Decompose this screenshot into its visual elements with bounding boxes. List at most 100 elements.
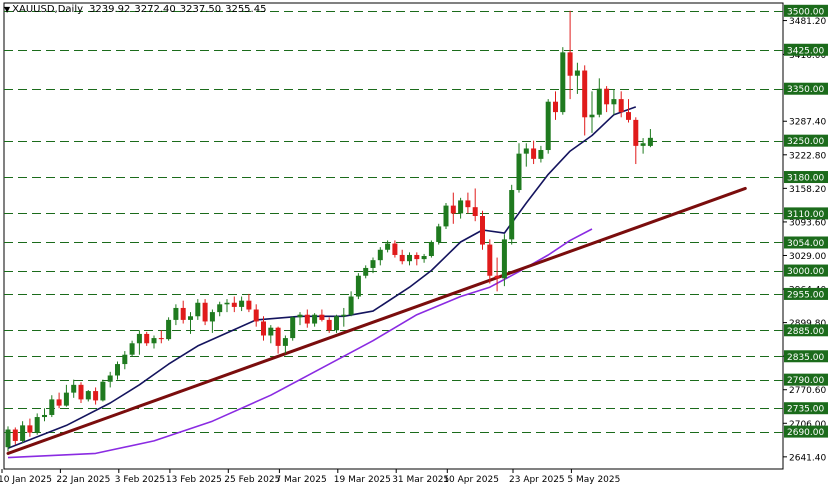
candle-body: [49, 399, 55, 415]
candle-body: [334, 316, 339, 331]
candle-body: [275, 327, 281, 346]
candle-body: [363, 267, 369, 276]
x-tick-label: 5 May 2025: [567, 475, 620, 485]
candle-body: [611, 99, 617, 105]
candle-body: [158, 338, 164, 340]
candle-body: [472, 207, 478, 216]
candle-body: [523, 148, 529, 154]
candle-body: [12, 429, 18, 441]
level-label-box: [784, 207, 828, 220]
candle-body: [509, 190, 515, 240]
candle-body: [516, 153, 522, 191]
candle-body: [173, 307, 179, 320]
y-tick-label: 3222.80: [789, 151, 826, 161]
level-label-box: [784, 287, 828, 300]
candle-body: [312, 314, 318, 324]
y-tick-label: 3158.20: [789, 185, 826, 195]
candle-body: [626, 112, 631, 120]
x-tick-label: 23 Apr 2025: [509, 475, 565, 485]
candle-body: [531, 148, 537, 159]
level-label: 2955.00: [787, 290, 824, 300]
candle-body: [450, 205, 456, 214]
candle-body: [195, 302, 201, 317]
candle-body: [414, 254, 420, 260]
candle-body: [129, 343, 135, 355]
close-value: 3255.45: [225, 4, 267, 15]
candle-body: [326, 319, 332, 331]
candle-body: [377, 249, 383, 261]
level-label: 3500.00: [787, 7, 824, 17]
y-tick-label: 3481.20: [789, 17, 826, 27]
candle-body: [78, 384, 84, 400]
level-label-box: [784, 236, 828, 249]
candle-body: [545, 101, 551, 151]
y-tick-label: 2899.80: [789, 319, 826, 329]
candle-body: [567, 52, 573, 76]
candle-body: [407, 254, 412, 262]
y-tick-label: 2770.60: [789, 386, 826, 396]
candle-body: [246, 300, 252, 310]
candle-body: [56, 399, 62, 406]
ma-slow-line: [7, 228, 593, 459]
candle-body: [202, 302, 208, 322]
candle-body: [480, 215, 485, 245]
ma-fast-line: [7, 106, 637, 449]
candle-body: [136, 333, 142, 344]
y-tick-label: 3416.00: [789, 51, 826, 61]
candle-body: [231, 302, 237, 307]
chart-header: ▼ XAUUSD,Daily 3239.92 3272.40 3237.50 3255.4…: [4, 4, 270, 15]
candle-body: [370, 260, 376, 268]
candle-body: [115, 364, 120, 376]
candle-body: [42, 414, 47, 418]
level-label: 3350.00: [787, 85, 824, 95]
level-label-box: [784, 82, 828, 95]
candle-body: [385, 243, 391, 250]
y-tick-label: 3093.60: [789, 218, 826, 228]
chevron-down-icon[interactable]: ▼: [4, 5, 11, 14]
candle-body: [618, 99, 624, 113]
x-tick-label: 10 Jan 2025: [0, 475, 52, 485]
candle-body: [290, 317, 296, 339]
candle-body: [553, 101, 558, 113]
candle-body: [297, 314, 303, 318]
level-label: 3180.00: [787, 174, 824, 184]
level-label-box: [784, 43, 828, 56]
candle-body: [640, 143, 646, 146]
level-label: 2885.00: [787, 327, 824, 337]
x-tick-label: 31 Mar 2025: [392, 475, 449, 485]
candle-body: [458, 200, 464, 214]
candle-body: [436, 226, 442, 242]
candle-body: [604, 88, 610, 105]
plot-frame: [3, 2, 784, 470]
x-tick-label: 3 Feb 2025: [115, 475, 165, 485]
candle-body: [151, 338, 157, 344]
candle-body: [589, 114, 595, 118]
candle-body: [261, 321, 266, 336]
level-label: 3250.00: [787, 137, 824, 147]
x-tick-label: 10 Apr 2025: [443, 475, 499, 485]
candle-body: [107, 375, 113, 382]
x-tick-label: 19 Mar 2025: [334, 475, 391, 485]
level-label-box: [784, 4, 828, 17]
level-label: 3110.00: [787, 210, 824, 220]
level-label: 2690.00: [787, 428, 824, 438]
open-value: 3239.92: [89, 4, 131, 15]
level-label: 2735.00: [787, 405, 824, 415]
x-tick-label: 25 Feb 2025: [224, 475, 280, 485]
candle-body: [20, 425, 26, 441]
x-tick-label: 22 Jan 2025: [56, 475, 110, 485]
candle-body: [5, 429, 11, 448]
candle-body: [596, 88, 602, 115]
level-label-box: [784, 373, 828, 386]
candle-body: [443, 205, 449, 227]
level-label: 2790.00: [787, 376, 824, 386]
candle-body: [487, 244, 493, 276]
level-label-box: [784, 171, 828, 184]
y-tick-label: 3029.00: [789, 252, 826, 262]
level-label-box: [784, 324, 828, 337]
candle-body: [180, 307, 186, 320]
candle-body: [253, 309, 259, 322]
candle-body: [582, 70, 588, 118]
